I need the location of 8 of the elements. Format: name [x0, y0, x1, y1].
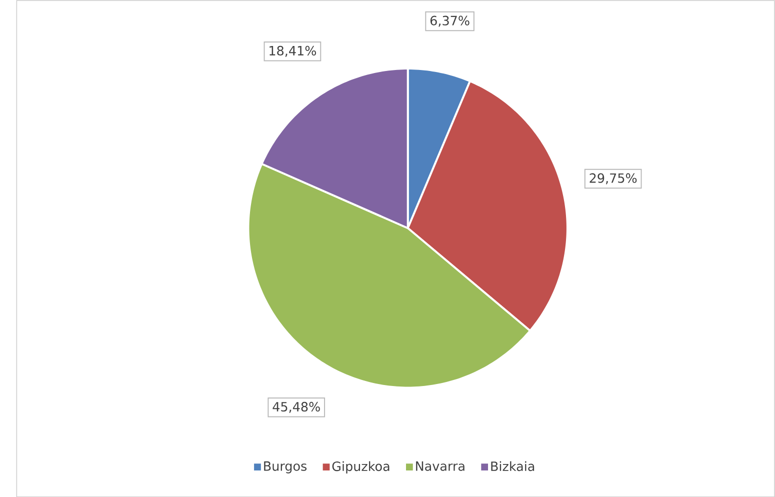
data-label: 45,48% [272, 402, 320, 413]
legend-label: Bizkaia [491, 461, 534, 471]
data-label: 6,37% [430, 16, 470, 27]
data-label: 29,75% [590, 173, 637, 184]
legend-label: Gipuzkoa [332, 461, 390, 474]
data-label: 18,41% [270, 46, 316, 57]
legend-label: Navarra [416, 461, 464, 471]
legend-label: Burgos [264, 461, 307, 474]
